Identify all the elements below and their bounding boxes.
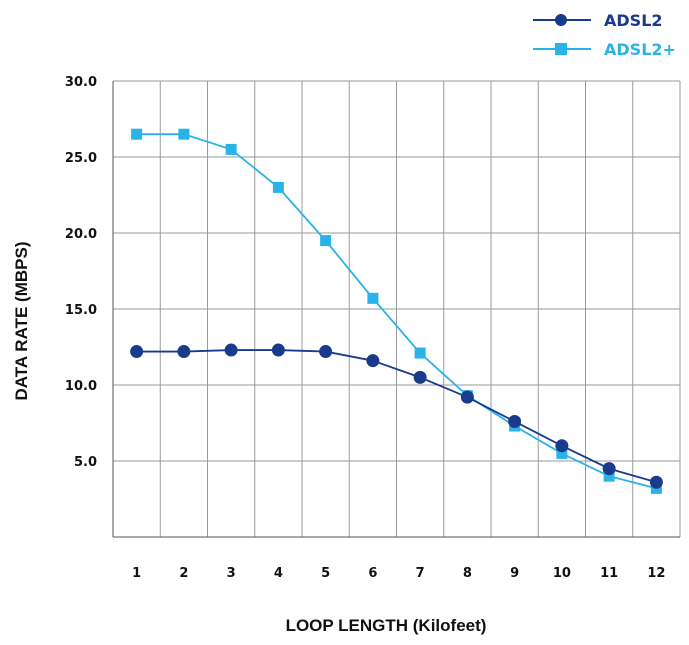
x-tick-label: 3 [227, 566, 236, 581]
data-point-adsl2plus [603, 470, 615, 482]
y-tick-label: 25.0 [65, 151, 97, 166]
x-tick-label: 8 [463, 566, 472, 581]
legend-swatch-adsl2plus [533, 43, 591, 55]
data-point-adsl2 [130, 345, 144, 359]
data-point-adsl2plus [320, 235, 332, 247]
legend-label-adsl2: ADSL2 [604, 11, 663, 30]
legend-item-adsl2plus: ADSL2+ [529, 37, 689, 61]
data-point-adsl2plus [178, 128, 190, 140]
legend-label-adsl2plus: ADSL2+ [604, 40, 676, 59]
data-point-adsl2plus [556, 447, 568, 459]
x-tick-label: 7 [416, 566, 425, 581]
data-point-adsl2 [319, 345, 333, 359]
y-tick-label: 15.0 [65, 303, 97, 318]
data-point-adsl2 [224, 343, 238, 357]
data-point-adsl2plus [414, 347, 426, 359]
data-point-adsl2 [602, 462, 616, 476]
chart-grid [112, 80, 681, 538]
x-tick-label: 4 [274, 566, 283, 581]
y-tick-label: 10.0 [65, 379, 97, 394]
y-tick-label: 30.0 [65, 75, 97, 90]
x-tick-label: 9 [510, 566, 519, 581]
legend-item-adsl2: ADSL2 [529, 8, 689, 32]
data-point-adsl2 [177, 345, 191, 359]
series-line-adsl2 [136, 349, 657, 484]
data-point-adsl2 [366, 354, 380, 368]
y-tick-label: 20.0 [65, 227, 97, 242]
data-point-adsl2 [460, 390, 474, 404]
chart-series [130, 128, 663, 494]
y-axis-ticks: 5.0 10.0 15.0 20.0 25.0 30.0 [65, 75, 97, 470]
legend-swatch-adsl2 [533, 14, 591, 26]
x-tick-label: 5 [321, 566, 330, 581]
data-point-adsl2 [508, 414, 522, 428]
chart-legend: ADSL2 ADSL2+ [529, 0, 689, 70]
x-tick-label: 12 [647, 566, 665, 581]
data-point-adsl2 [555, 439, 569, 453]
data-point-adsl2 [413, 370, 427, 384]
data-point-adsl2plus [367, 292, 379, 304]
data-point-adsl2plus [131, 128, 143, 140]
x-axis-ticks: 1 2 3 4 5 6 7 8 9 10 11 12 [132, 566, 665, 581]
data-point-adsl2plus [225, 143, 237, 155]
data-point-adsl2plus [272, 181, 284, 193]
series-line-adsl2plus [136, 133, 657, 490]
data-point-adsl2 [271, 343, 285, 357]
x-tick-label: 2 [179, 566, 188, 581]
x-tick-label: 11 [600, 566, 618, 581]
data-point-adsl2 [649, 475, 663, 489]
x-axis-label: LOOP LENGTH (Kilofeet) [285, 616, 487, 635]
y-tick-label: 5.0 [74, 455, 97, 470]
y-axis-label: DATA RATE (MBPS) [12, 241, 31, 401]
x-tick-label: 1 [132, 566, 141, 581]
x-tick-label: 10 [553, 566, 571, 581]
x-tick-label: 6 [368, 566, 377, 581]
